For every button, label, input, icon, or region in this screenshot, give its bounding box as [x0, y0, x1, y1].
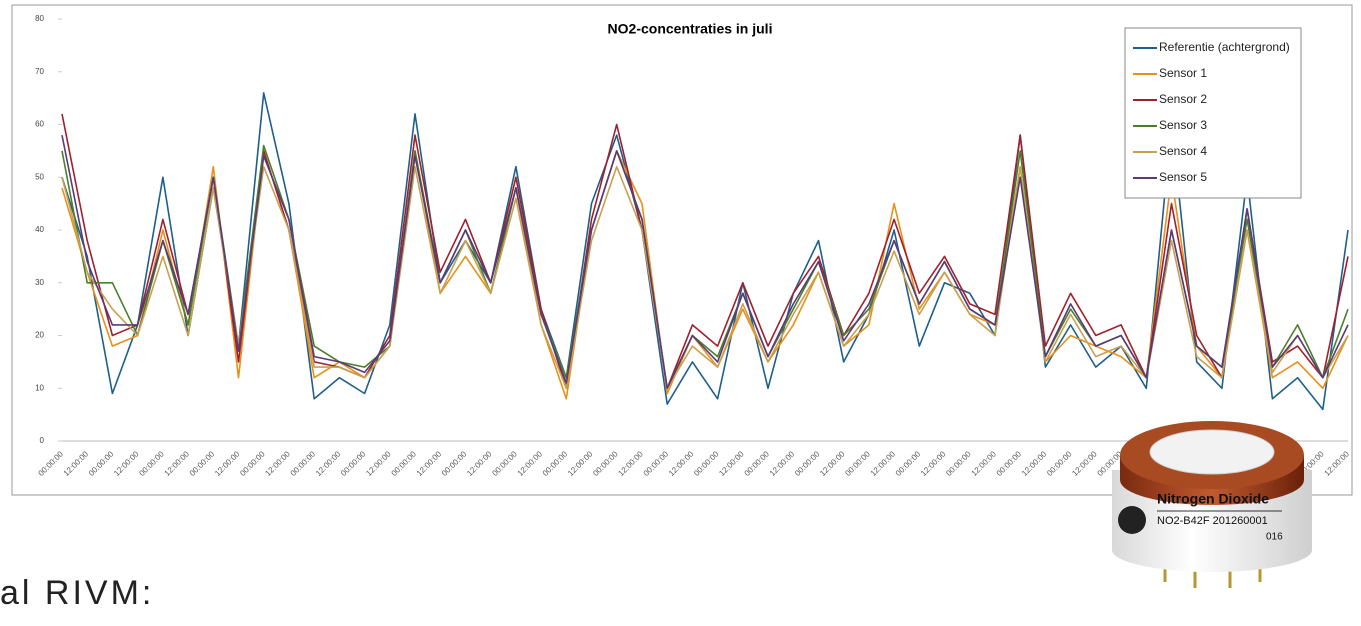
- y-tick-label: 0: [40, 436, 45, 445]
- sensor-code: 016: [1266, 532, 1283, 543]
- legend-label: Sensor 5: [1159, 170, 1207, 184]
- y-tick-label: 40: [35, 225, 44, 234]
- page: {"chart_data": {"type": "line", "title":…: [0, 0, 1361, 621]
- y-tick-label: 10: [35, 383, 44, 392]
- legend-label: Sensor 3: [1159, 118, 1207, 132]
- y-tick-label: 50: [35, 172, 44, 181]
- y-tick-label: 30: [35, 278, 44, 287]
- legend-label: Sensor 2: [1159, 92, 1207, 106]
- y-tick-label: 60: [35, 120, 44, 129]
- legend-label: Sensor 4: [1159, 144, 1207, 158]
- y-tick-label: 80: [35, 14, 44, 23]
- legend-label: Referentie (achtergrond): [1159, 40, 1290, 54]
- legend-label: Sensor 1: [1159, 66, 1207, 80]
- chart-title: NO2-concentraties in juli: [608, 21, 773, 37]
- sensor-model: NO2-B42F 201260001: [1157, 515, 1268, 527]
- slide: NO2-concentraties in juli 0 10 20 30 40 50 60 7…: [0, 0, 1361, 621]
- sensor-name: Nitrogen Dioxide: [1157, 491, 1269, 507]
- sensor-photo: Nitrogen Dioxide NO2-B42F 201260001 016: [1112, 421, 1312, 588]
- y-tick-label: 20: [35, 331, 44, 340]
- caption: al RIVM:: [0, 574, 154, 612]
- y-tick-label: 70: [35, 67, 44, 76]
